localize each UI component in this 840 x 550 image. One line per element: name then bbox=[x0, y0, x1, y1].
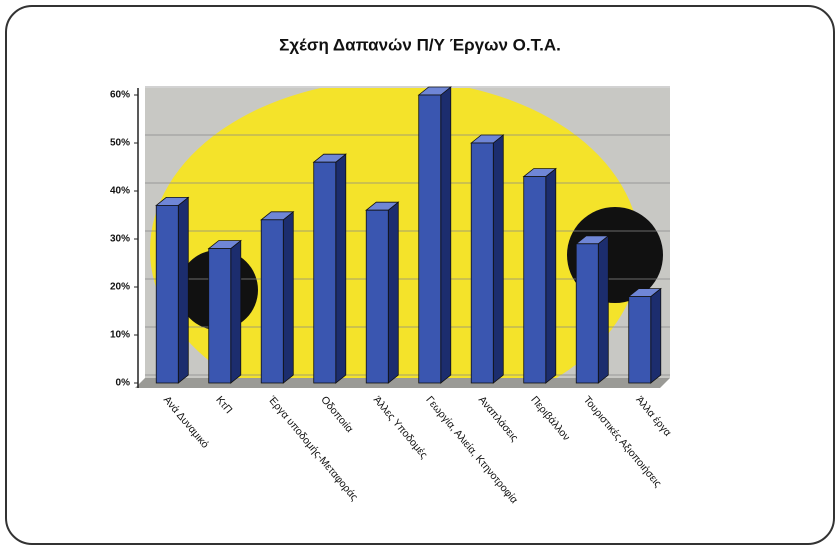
bar bbox=[418, 94, 442, 384]
bar-side bbox=[440, 86, 452, 384]
y-tick-label: 40% bbox=[110, 186, 130, 197]
bar bbox=[365, 209, 389, 384]
bar bbox=[575, 243, 599, 384]
y-tick-label: 60% bbox=[110, 90, 130, 101]
bar-side bbox=[387, 201, 399, 384]
bar-side bbox=[282, 210, 294, 384]
y-tick-label: 10% bbox=[110, 330, 130, 341]
bar-side bbox=[492, 134, 504, 384]
bar-side bbox=[597, 234, 609, 384]
bar bbox=[313, 161, 337, 384]
bar-side bbox=[545, 167, 557, 384]
y-tick-label: 0% bbox=[116, 378, 131, 389]
bar bbox=[260, 219, 284, 384]
bar-side bbox=[335, 153, 347, 384]
bar bbox=[155, 204, 179, 384]
bar bbox=[470, 142, 494, 384]
chart-title: Σχέση Δαπανών Π/Υ Έργων Ο.Τ.Α. bbox=[279, 35, 561, 54]
bar-side bbox=[230, 239, 242, 384]
bar bbox=[628, 296, 652, 384]
bar-side bbox=[650, 287, 662, 384]
y-tick-label: 50% bbox=[110, 138, 130, 149]
bar-side bbox=[177, 196, 189, 384]
bar bbox=[208, 248, 232, 384]
y-tick-label: 30% bbox=[110, 234, 130, 245]
y-tick-label: 20% bbox=[110, 282, 130, 293]
bar bbox=[523, 176, 547, 384]
